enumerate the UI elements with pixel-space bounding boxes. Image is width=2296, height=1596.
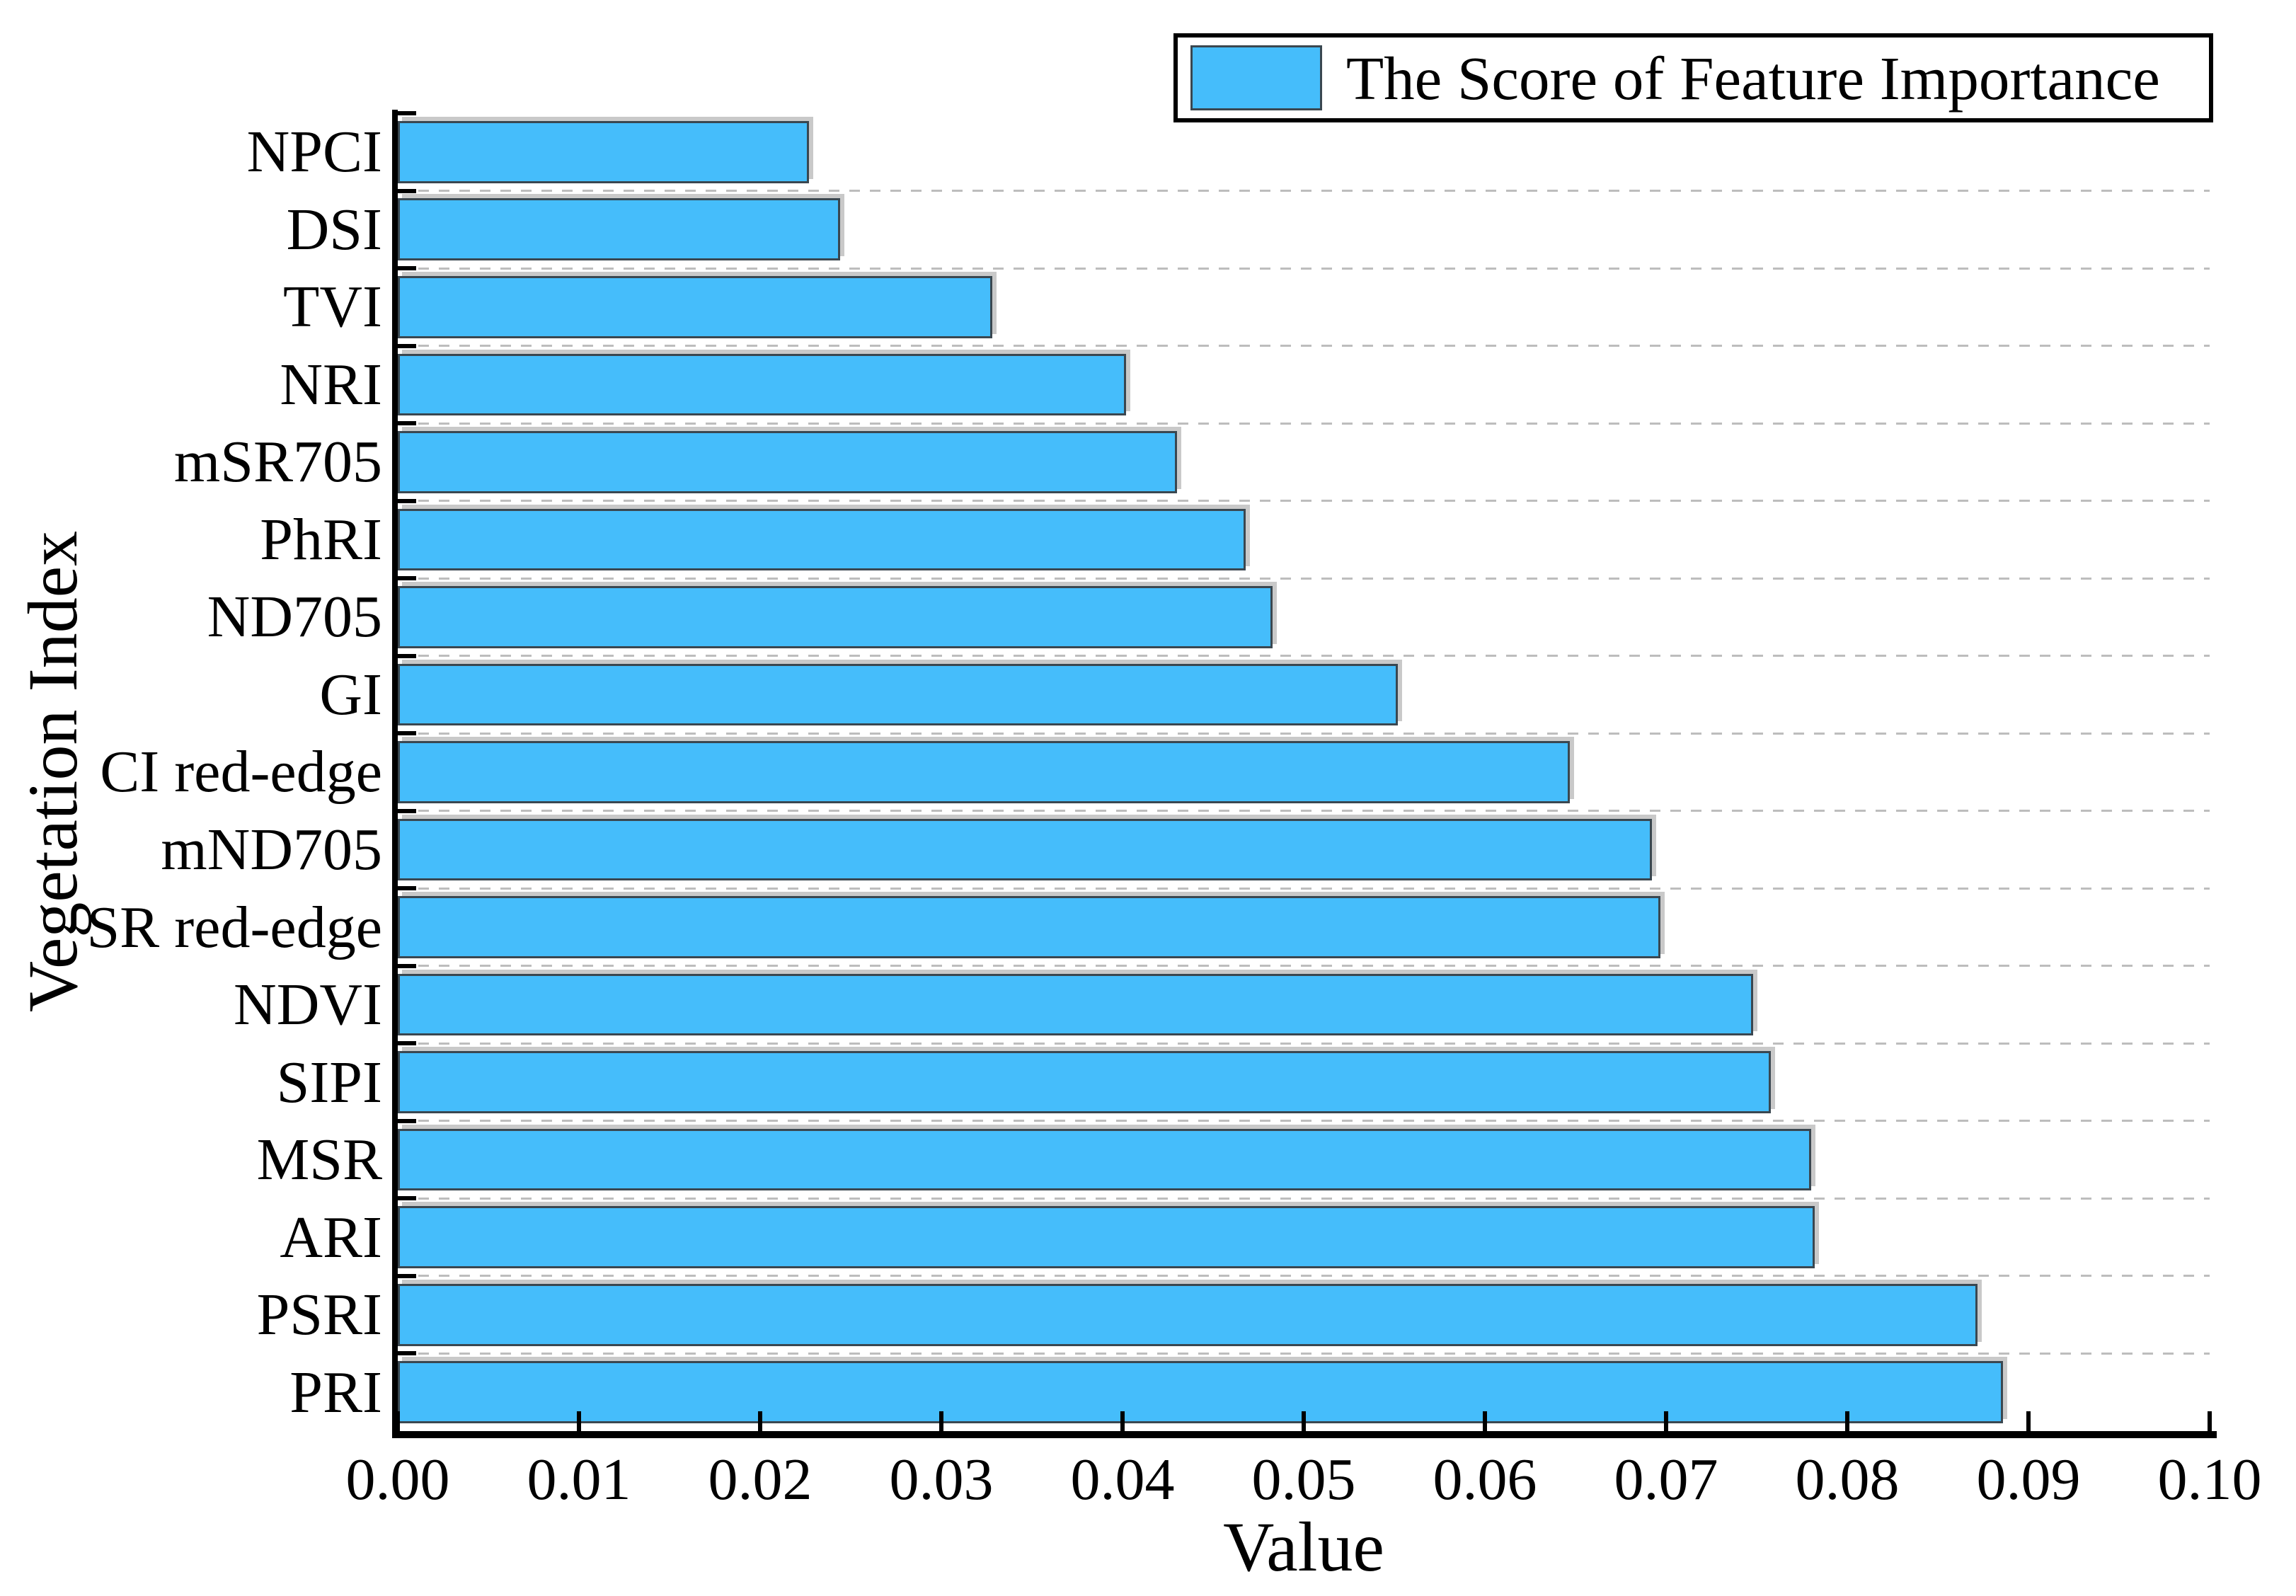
bar-DSI — [398, 198, 840, 261]
bar-NPCI — [398, 120, 810, 183]
x-tick-label: 0.04 — [1070, 1447, 1175, 1512]
x-tick-label: 0.10 — [2157, 1447, 2262, 1512]
gridline — [398, 345, 2210, 348]
gridline — [398, 1197, 2210, 1200]
y-axis-tick — [398, 731, 416, 736]
legend: The Score of Feature Importance — [1173, 33, 2213, 122]
y-tick-label: DSI — [286, 196, 382, 263]
gridline — [398, 422, 2210, 425]
y-axis-tick — [398, 421, 416, 426]
gridline — [398, 887, 2210, 890]
bar-ARI — [398, 1206, 1815, 1268]
x-axis-line — [392, 1431, 2217, 1438]
y-axis-tick — [398, 1351, 416, 1356]
gridline — [398, 810, 2210, 813]
y-tick-label: NPCI — [246, 119, 382, 185]
gridline — [398, 732, 2210, 735]
bar-MSR — [398, 1128, 1811, 1191]
x-tick-label: 0.07 — [1614, 1447, 1718, 1512]
y-tick-label: MSR — [256, 1127, 382, 1193]
y-tick-label: SIPI — [276, 1049, 382, 1115]
x-axis-tick — [1302, 1411, 1306, 1431]
x-axis-tick — [2208, 1411, 2212, 1431]
bar-ND705 — [398, 586, 1273, 648]
y-axis-tick — [398, 188, 416, 193]
gridline — [398, 190, 2210, 193]
x-tick-label: 0.09 — [1976, 1447, 2081, 1512]
x-tick-label: 0.00 — [345, 1447, 450, 1512]
bar-PSRI — [398, 1283, 1978, 1346]
y-axis-tick — [398, 576, 416, 581]
y-axis-labels: NPCI DSI TVI NRI mSR705 PhRI ND705 GI CI red-edg… — [0, 113, 382, 1431]
bar-CI-red-edge — [398, 741, 1571, 803]
bar-PRI — [398, 1361, 2004, 1424]
y-tick-label: mND705 — [161, 817, 382, 883]
x-tick-label: 0.06 — [1433, 1447, 1537, 1512]
bar-mSR705 — [398, 431, 1177, 493]
y-tick-label: TVI — [283, 274, 382, 340]
gridline — [398, 577, 2210, 580]
bar-mND705 — [398, 818, 1652, 881]
y-axis-tick — [398, 343, 416, 348]
y-axis-tick — [398, 1041, 416, 1046]
y-axis-tick — [398, 498, 416, 503]
y-tick-label: NRI — [280, 351, 382, 418]
bar-GI — [398, 663, 1399, 726]
legend-label: The Score of Feature Importance — [1346, 43, 2160, 113]
x-tick-label: 0.03 — [889, 1447, 994, 1512]
y-axis-tick — [398, 808, 416, 813]
x-axis-tick — [758, 1411, 762, 1431]
gridline — [398, 500, 2210, 503]
gridline — [398, 1120, 2210, 1123]
x-tick-label: 0.02 — [708, 1447, 813, 1512]
x-axis-tick — [577, 1411, 581, 1431]
legend-swatch — [1190, 45, 1322, 110]
x-axis-tick — [396, 1411, 400, 1431]
x-tick-label: 0.01 — [527, 1447, 631, 1512]
x-axis-tick — [2026, 1411, 2031, 1431]
y-axis-tick — [398, 266, 416, 271]
bar-NDVI — [398, 973, 1753, 1036]
y-axis-tick — [398, 886, 416, 891]
bar-NRI — [398, 353, 1127, 416]
bar-PhRI — [398, 508, 1246, 571]
y-tick-label: ARI — [280, 1204, 382, 1270]
y-axis-tick — [398, 653, 416, 658]
y-tick-label: PRI — [289, 1359, 382, 1425]
bar-TVI — [398, 276, 992, 338]
y-tick-label: GI — [319, 661, 382, 728]
y-tick-label: mSR705 — [173, 429, 382, 495]
y-tick-label: ND705 — [207, 584, 382, 650]
plot-area — [396, 111, 2212, 1431]
y-tick-label: PSRI — [256, 1282, 382, 1348]
x-tick-label: 0.08 — [1795, 1447, 1900, 1512]
x-axis-tick — [1664, 1411, 1668, 1431]
y-axis-tick — [398, 963, 416, 968]
y-axis-tick — [398, 1118, 416, 1123]
y-tick-label: PhRI — [260, 506, 382, 573]
y-axis-tick — [398, 1196, 416, 1201]
gridline — [398, 655, 2210, 658]
x-axis-tick — [1845, 1411, 1849, 1431]
x-axis-tick — [939, 1411, 943, 1431]
y-tick-label: SR red-edge — [86, 894, 382, 960]
y-tick-label: CI red-edge — [100, 739, 382, 805]
gridline — [398, 1042, 2210, 1045]
x-tick-label: 0.05 — [1251, 1447, 1356, 1512]
y-axis-line — [392, 110, 398, 1438]
gridline — [398, 1352, 2210, 1355]
gridline — [398, 1275, 2210, 1278]
y-axis-tick — [398, 1273, 416, 1278]
y-axis-tick — [398, 111, 416, 115]
gridline — [398, 965, 2210, 968]
x-axis-tick — [1120, 1411, 1125, 1431]
x-axis-tick — [1483, 1411, 1487, 1431]
y-tick-label: NDVI — [234, 972, 382, 1038]
bar-SIPI — [398, 1051, 1772, 1113]
gridline — [398, 267, 2210, 270]
bar-SR-red-edge — [398, 896, 1661, 958]
x-axis-title: Value — [1223, 1508, 1384, 1586]
